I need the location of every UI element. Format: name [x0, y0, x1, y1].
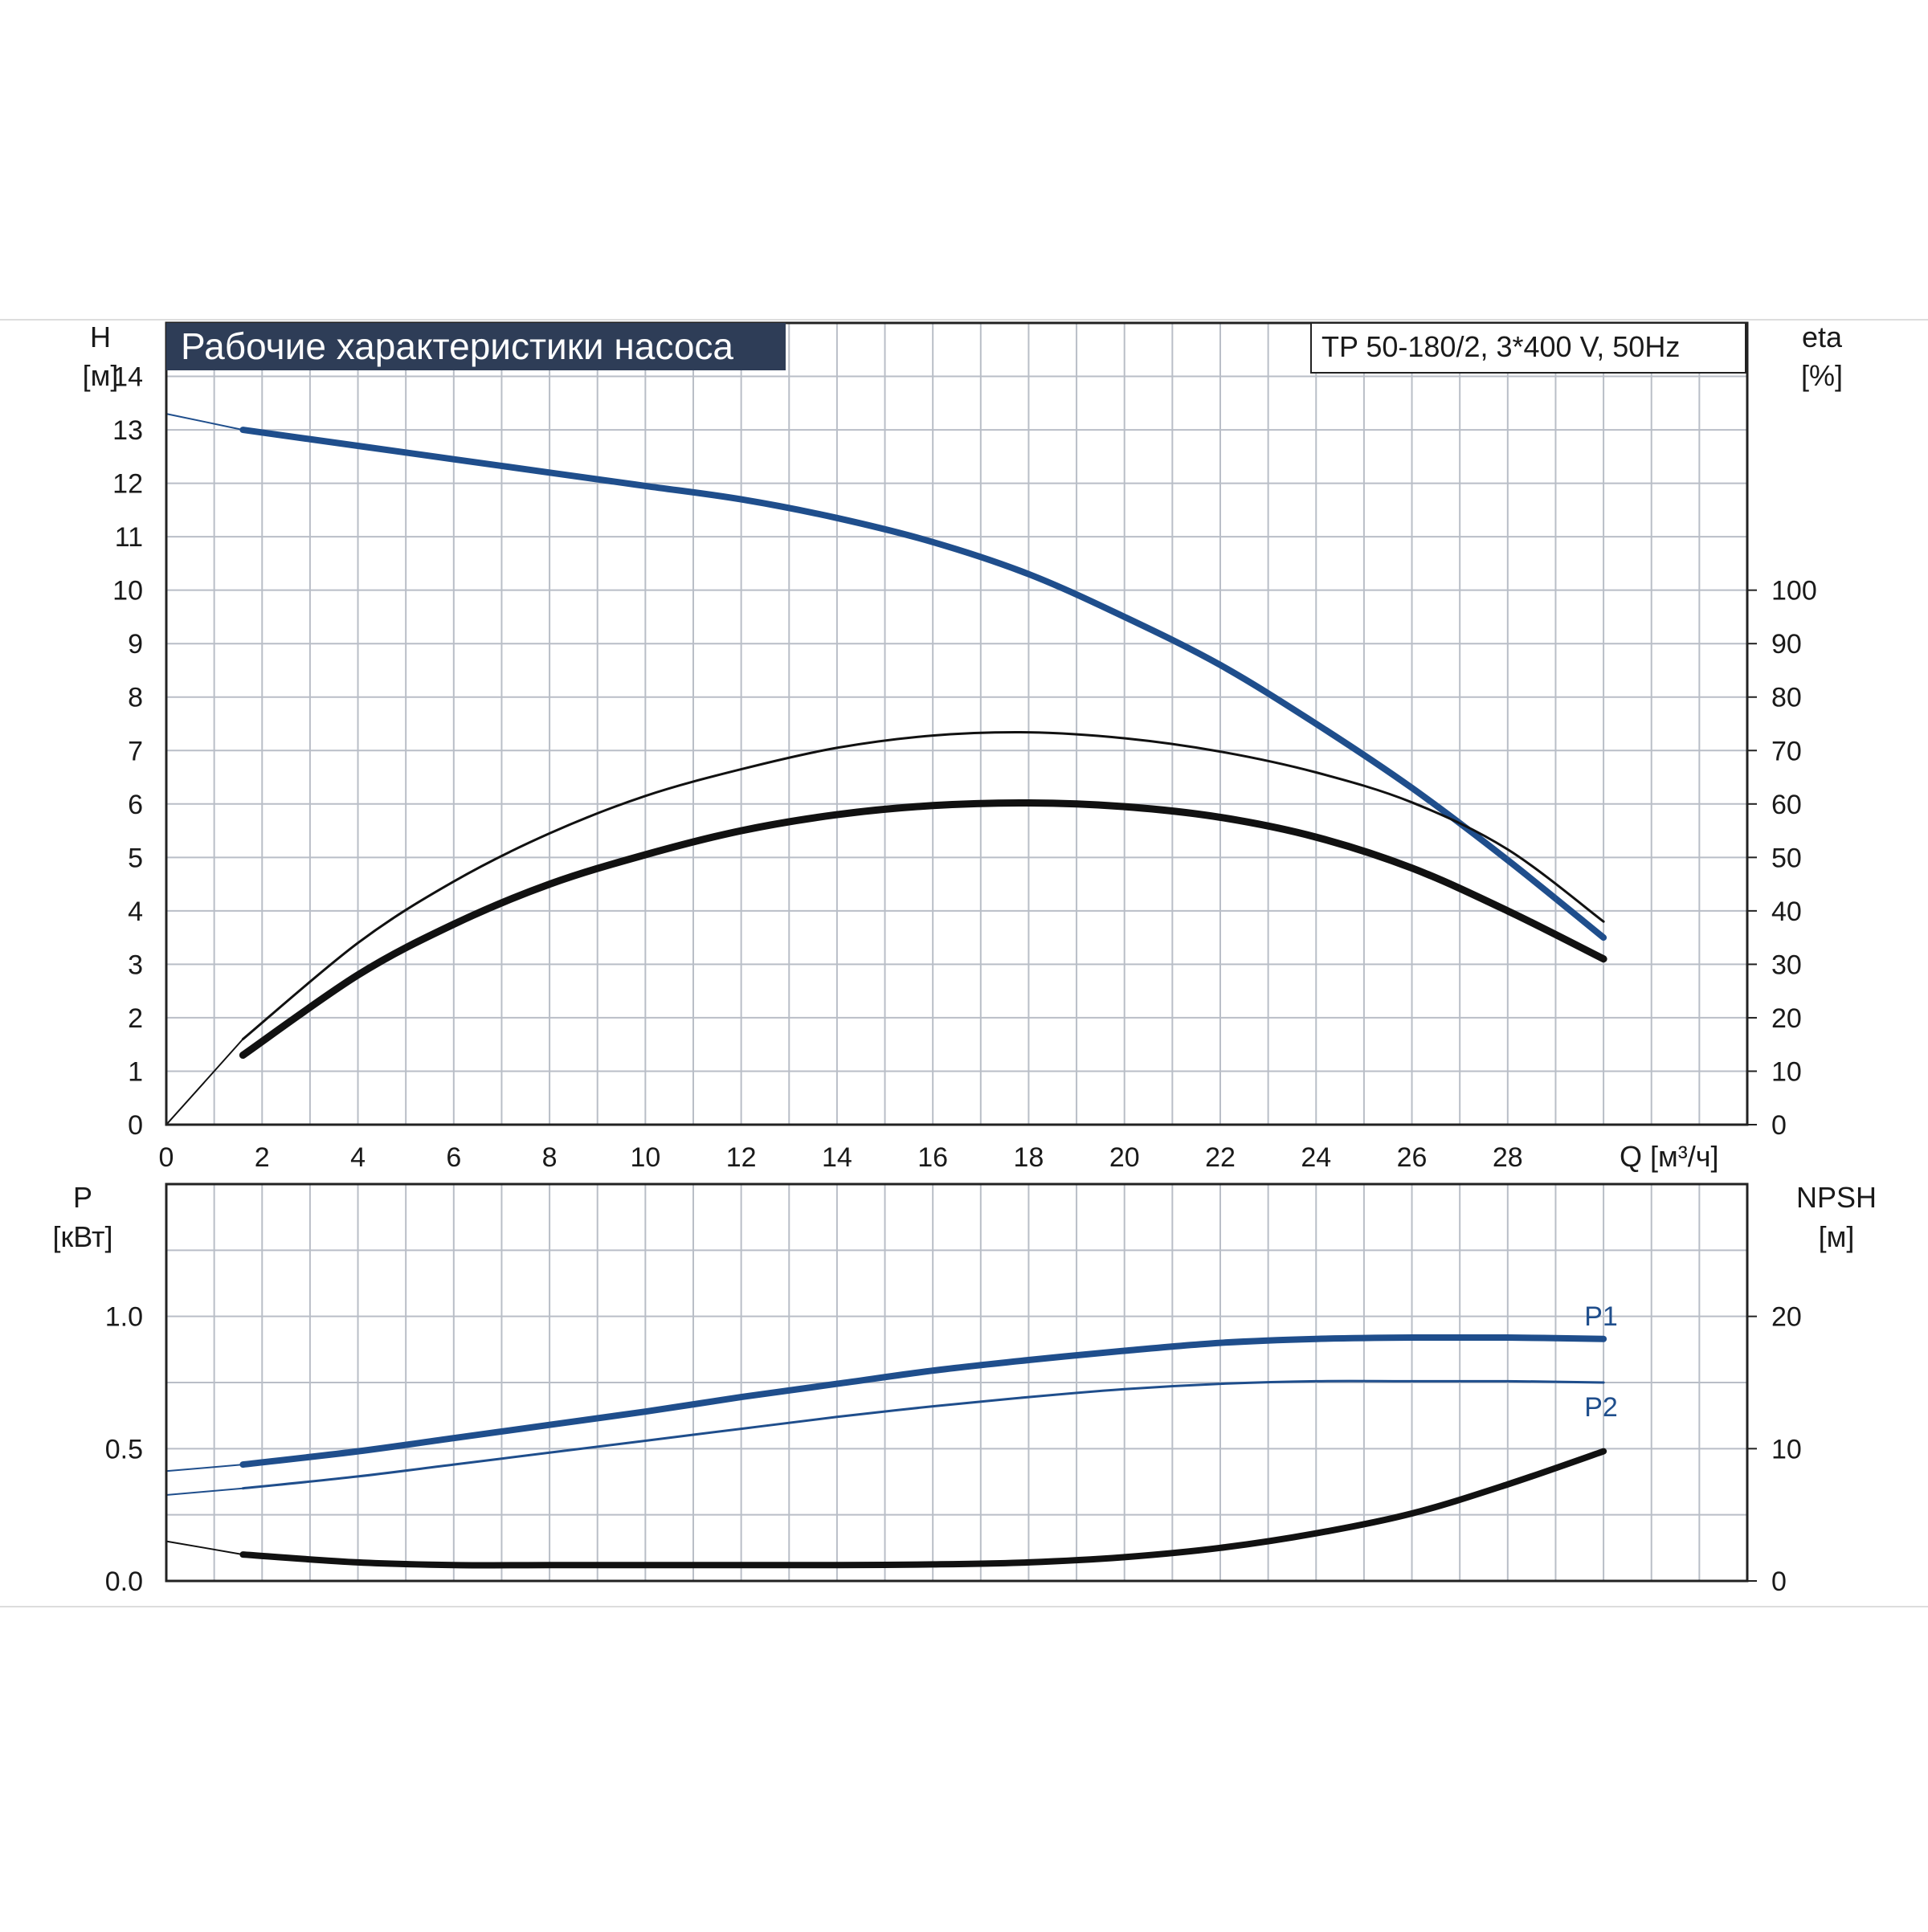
x-tick-label: 0 [159, 1142, 174, 1173]
eta-tick-label: 0 [1771, 1110, 1787, 1141]
h-tick-label: 11 [115, 522, 143, 553]
h-tick-label: 8 [128, 683, 143, 713]
lower-series-3-line-extrapolation [165, 1540, 243, 1556]
eta-tick-label: 90 [1771, 629, 1802, 660]
h-tick-label: 1 [128, 1056, 143, 1087]
eta-tick-label: 50 [1771, 843, 1802, 873]
p2-series-label: P2 [1584, 1392, 1618, 1423]
upper-chart-frame [165, 321, 1749, 1126]
p-tick-label: 0.0 [105, 1566, 143, 1597]
h-tick-label: 13 [112, 415, 143, 446]
h-tick-label: 6 [128, 790, 143, 820]
p-axis-unit: [кВт] [52, 1220, 112, 1253]
eta-tick-label: 40 [1771, 897, 1802, 927]
h-tick-label: 0 [128, 1110, 143, 1141]
lower-chart-grid [166, 1184, 1747, 1581]
x-tick-label: 20 [1109, 1142, 1140, 1173]
h-axis-title: H [90, 321, 111, 353]
eta-tick-label: 60 [1771, 790, 1802, 820]
h-tick-label: 7 [128, 736, 143, 766]
p-tick-label: 0.5 [105, 1434, 143, 1464]
npsh-tick-label: 0 [1771, 1566, 1787, 1597]
h-tick-label: 3 [128, 950, 143, 980]
p-tick-label: 1.0 [105, 1302, 143, 1333]
h-tick-label: 9 [128, 629, 143, 660]
upper-series-2-line-extrapolation [165, 1038, 244, 1125]
x-tick-label: 12 [726, 1142, 757, 1173]
x-tick-label: 8 [542, 1142, 558, 1173]
x-tick-label: 28 [1493, 1142, 1523, 1173]
x-tick-label: 22 [1205, 1142, 1236, 1173]
tick-labels: 0 2 4 6 8 10 12 14 16 18 20 22 24 26 28012345678910111… [105, 362, 1817, 1597]
eta-axis-unit: [%] [1801, 359, 1843, 392]
lower-series-3-line [239, 1448, 1607, 1569]
upper-chart-grid [166, 323, 1747, 1125]
x-tick-label: 2 [255, 1142, 270, 1173]
upper-series-1-line-extrapolation [165, 413, 243, 431]
eta-tick-label: 100 [1771, 576, 1817, 607]
p-axis-title: P [73, 1181, 92, 1214]
x-tick-label: 18 [1014, 1142, 1044, 1173]
h-tick-label: 10 [112, 576, 143, 607]
h-tick-label: 12 [112, 469, 143, 500]
eta-tick-label: 80 [1771, 683, 1802, 713]
chart-title: Рабочие характеристики насоса [181, 325, 733, 367]
upper-series-3-line [239, 799, 1607, 1059]
lower-chart-series [165, 1334, 1607, 1569]
lower-chart-frame [165, 1182, 1749, 1583]
x-tick-label: 26 [1397, 1142, 1428, 1173]
npsh-tick-label: 10 [1771, 1434, 1802, 1464]
x-tick-label: 14 [822, 1142, 852, 1173]
upper-series-2-line [241, 731, 1605, 1040]
eta-tick-label: 10 [1771, 1056, 1802, 1087]
npsh-axis-unit: [м] [1819, 1220, 1855, 1253]
p1-series-label: P1 [1584, 1301, 1618, 1332]
x-tick-label: 24 [1301, 1142, 1331, 1173]
q-axis-title: Q [м³/ч] [1620, 1140, 1719, 1173]
upper-series-1-line [239, 427, 1607, 941]
eta-tick-label: 70 [1771, 736, 1802, 766]
pump-model-label: TP 50-180/2, 3*400 V, 50Hz [1321, 330, 1680, 363]
h-tick-label: 2 [128, 1003, 143, 1034]
npsh-tick-label: 20 [1771, 1302, 1802, 1333]
eta-tick-label: 20 [1771, 1003, 1802, 1034]
chart-title-background [166, 323, 786, 370]
x-tick-label: 4 [350, 1142, 366, 1173]
lower-series-p2-line [241, 1379, 1605, 1490]
x-tick-label: 10 [630, 1142, 660, 1173]
model-label-box [1310, 322, 1746, 374]
eta-axis-title: eta [1802, 321, 1843, 353]
upper-chart-series [165, 413, 1607, 1125]
h-tick-label: 14 [112, 362, 143, 393]
h-axis-unit: [м] [83, 359, 119, 392]
x-tick-label: 16 [917, 1142, 948, 1173]
npsh-axis-title: NPSH [1796, 1181, 1877, 1214]
eta-tick-label: 30 [1771, 950, 1802, 980]
h-tick-label: 5 [128, 843, 143, 873]
h-tick-label: 4 [128, 897, 143, 927]
x-tick-label: 6 [446, 1142, 461, 1173]
lower-series-p1-line-extrapolation [165, 1464, 243, 1472]
lower-series-p2-line-extrapolation [165, 1487, 243, 1496]
lower-series-p1-line [239, 1334, 1607, 1468]
